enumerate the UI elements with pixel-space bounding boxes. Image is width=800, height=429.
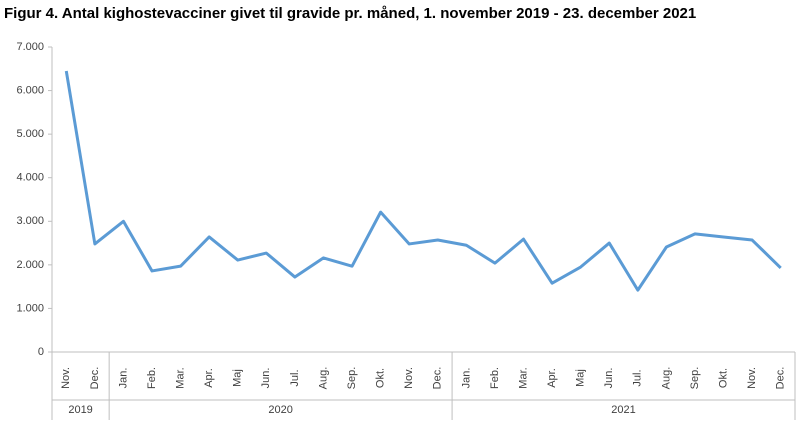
x-tick-label: Sep. [689, 367, 701, 390]
y-tick-label: 5.000 [16, 128, 44, 140]
year-label: 2019 [68, 404, 92, 416]
y-tick-label: 7.000 [16, 41, 44, 53]
y-tick-label: 2.000 [16, 259, 44, 271]
x-tick-label: Okt. [717, 368, 729, 388]
x-tick-label: Nov. [746, 367, 758, 389]
x-tick-label: Jul. [632, 369, 644, 386]
x-tick-label: Aug. [317, 367, 329, 390]
x-tick-label: Jul. [289, 369, 301, 386]
data-line [64, 70, 782, 292]
chart-title: Figur 4. Antal kighostevacciner givet ti… [4, 5, 696, 22]
year-label: 2020 [268, 404, 292, 416]
x-tick-label: Apr. [203, 368, 215, 388]
x-tick-label: Mar. [517, 367, 529, 388]
y-tick-label: 3.000 [16, 215, 44, 227]
x-tick-label: Mar. [175, 367, 187, 388]
x-tick-label: Jan. [460, 368, 472, 389]
x-tick-label: Nov. [403, 367, 415, 389]
y-tick-label: 1.000 [16, 302, 44, 314]
y-tick-label: 0 [38, 346, 44, 358]
x-tick-label: Jun. [260, 368, 272, 389]
x-tick-label: Maj [232, 369, 244, 387]
x-tick-label: Okt. [375, 368, 387, 388]
y-tick-label: 4.000 [16, 172, 44, 184]
x-tick-label: Dec. [775, 367, 787, 390]
x-tick-label: Sep. [346, 367, 358, 390]
x-tick-label: Feb. [146, 367, 158, 389]
x-tick-label: Nov. [60, 367, 72, 389]
x-tick-label: Aug. [660, 367, 672, 390]
x-tick-label: Jan. [117, 368, 129, 389]
x-tick-label: Maj [575, 369, 587, 387]
y-tick-label: 6.000 [16, 84, 44, 96]
x-tick-label: Dec. [89, 367, 101, 390]
year-label: 2021 [611, 404, 635, 416]
x-tick-label: Dec. [432, 367, 444, 390]
x-tick-label: Apr. [546, 368, 558, 388]
x-tick-label: Jun. [603, 368, 615, 389]
x-tick-label: Feb. [489, 367, 501, 389]
